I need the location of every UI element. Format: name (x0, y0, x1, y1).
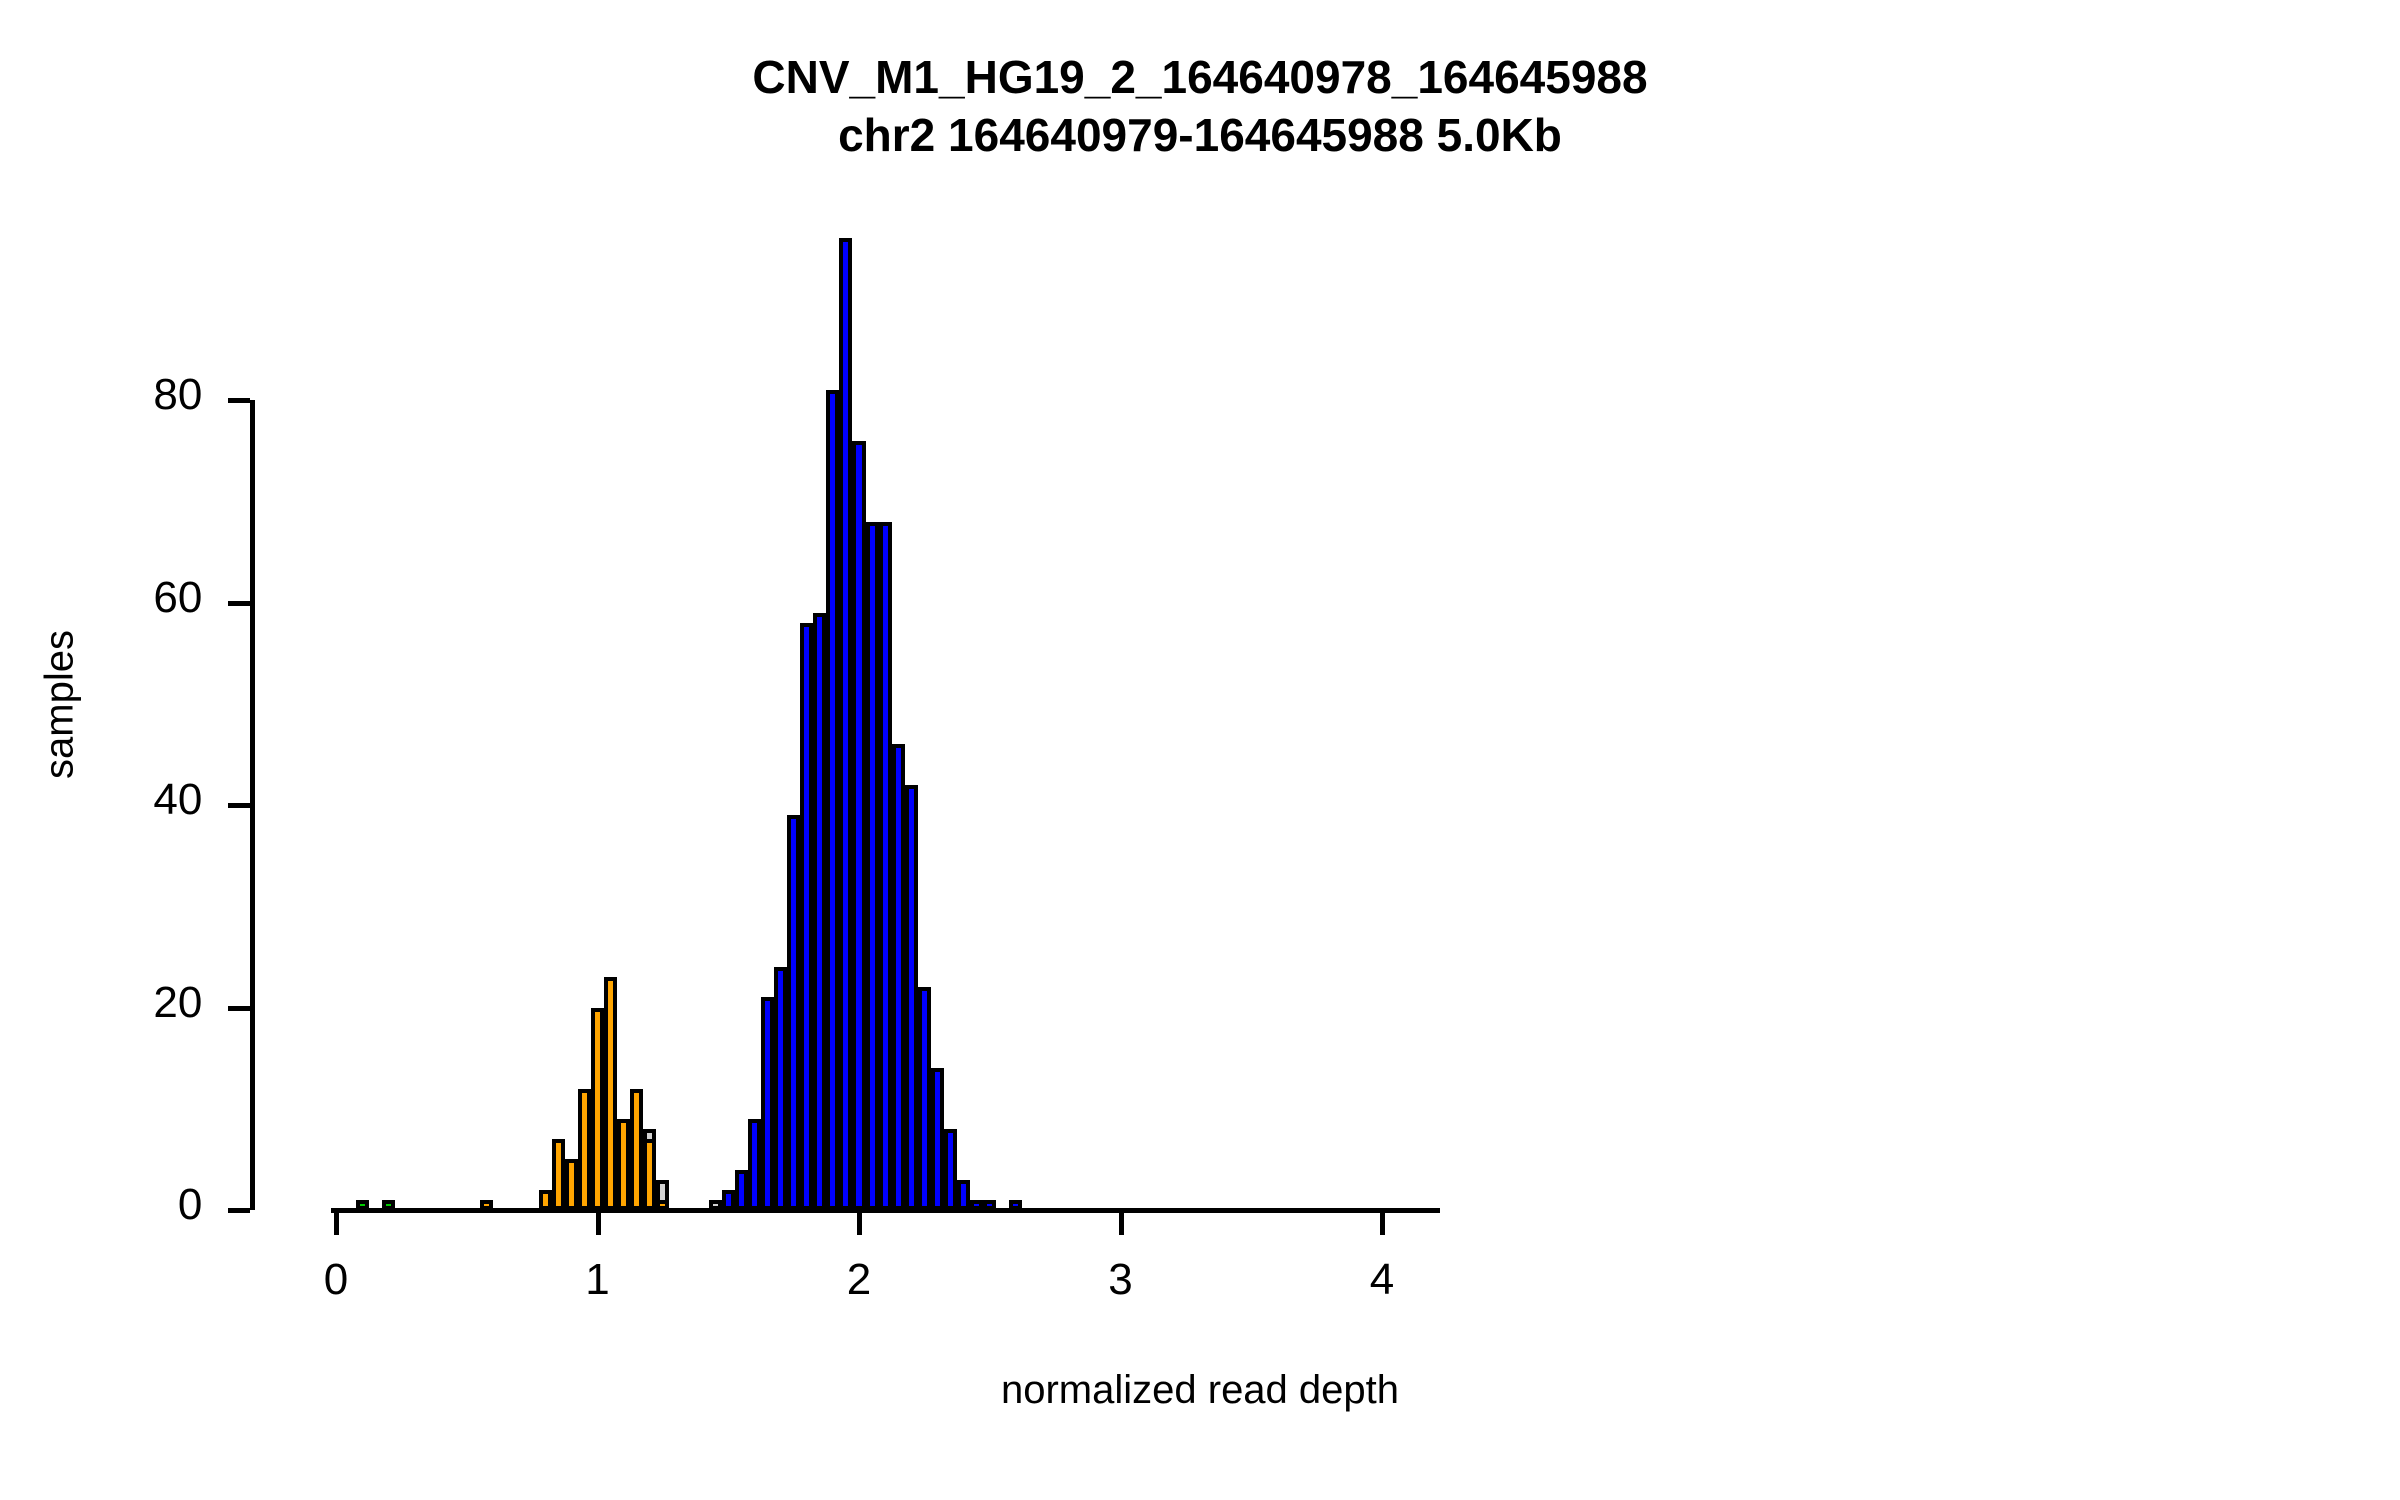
histogram-bar (891, 744, 905, 1210)
title-line-1: CNV_M1_HG19_2_164640978_164645988 (752, 51, 1648, 103)
histogram-bar (970, 1199, 984, 1210)
x-axis-tick-label: 2 (846, 1255, 872, 1304)
y-axis-tick (228, 1208, 251, 1213)
y-axis-tick-label: 20 (153, 977, 203, 1027)
x-axis-tick-label: 0 (323, 1255, 349, 1304)
histogram-bar (930, 1068, 944, 1210)
histogram-bar (721, 1189, 735, 1210)
histogram-bar (604, 977, 618, 1210)
title-line-2: chr2 164640979-164645988 5.0Kb (838, 109, 1562, 161)
histogram-bar (590, 1007, 605, 1210)
histogram-bar (551, 1139, 565, 1210)
x-axis-tick (334, 1213, 339, 1235)
x-axis-tick-label: 1 (585, 1255, 610, 1304)
histogram-bar (787, 815, 801, 1210)
histogram-bar (774, 967, 788, 1210)
histogram-bar (630, 1088, 644, 1210)
histogram-bar (564, 1159, 578, 1210)
histogram-bar (760, 997, 774, 1210)
histogram-bar-grey (708, 1199, 722, 1210)
histogram-bar (826, 390, 840, 1210)
histogram-bar (800, 623, 814, 1210)
histogram-bar (479, 1199, 493, 1210)
histogram-bar (878, 521, 892, 1210)
x-axis-tick (1118, 1213, 1124, 1235)
histogram-bar (643, 1139, 657, 1210)
histogram-bar (355, 1199, 369, 1210)
y-axis-label: samples (37, 630, 82, 779)
x-axis-tick-label: 3 (1108, 1255, 1133, 1304)
y-axis-tick-label: 60 (153, 572, 203, 622)
histogram-bar (381, 1199, 395, 1210)
histogram-bar (1009, 1199, 1023, 1210)
histogram-bar (904, 784, 918, 1210)
y-axis-tick-label: 0 (177, 1180, 203, 1229)
x-axis-line (330, 1208, 1440, 1213)
histogram-bar (957, 1179, 971, 1210)
y-axis-tick (228, 1005, 251, 1011)
y-axis-tick-label: 80 (153, 370, 203, 420)
y-axis-tick (228, 803, 251, 809)
y-axis-tick (228, 600, 251, 606)
histogram-bar (577, 1088, 591, 1210)
histogram-bar (865, 521, 879, 1210)
histogram-bar (852, 440, 866, 1210)
histogram-bar (943, 1129, 958, 1210)
histogram-bar (747, 1118, 761, 1210)
histogram-bar (917, 987, 931, 1210)
y-axis-tick-label: 40 (153, 775, 203, 825)
histogram-bar (839, 238, 853, 1210)
histogram-bar (813, 612, 827, 1210)
y-axis-line (250, 400, 256, 1210)
histogram-bar (617, 1118, 631, 1210)
histogram-bar (656, 1199, 670, 1210)
x-axis-label: normalized read depth (1000, 1368, 1400, 1412)
histogram-bar (983, 1199, 997, 1210)
x-axis-tick (857, 1213, 862, 1235)
y-axis-tick (228, 398, 251, 404)
x-axis-tick (1380, 1213, 1385, 1235)
histogram-bar (538, 1189, 552, 1210)
chart-title: CNV_M1_HG19_2_164640978_164645988 chr2 1… (0, 48, 2400, 164)
histogram-bar (734, 1169, 748, 1210)
x-axis-tick-label: 4 (1369, 1255, 1395, 1304)
x-axis-tick (595, 1213, 601, 1235)
